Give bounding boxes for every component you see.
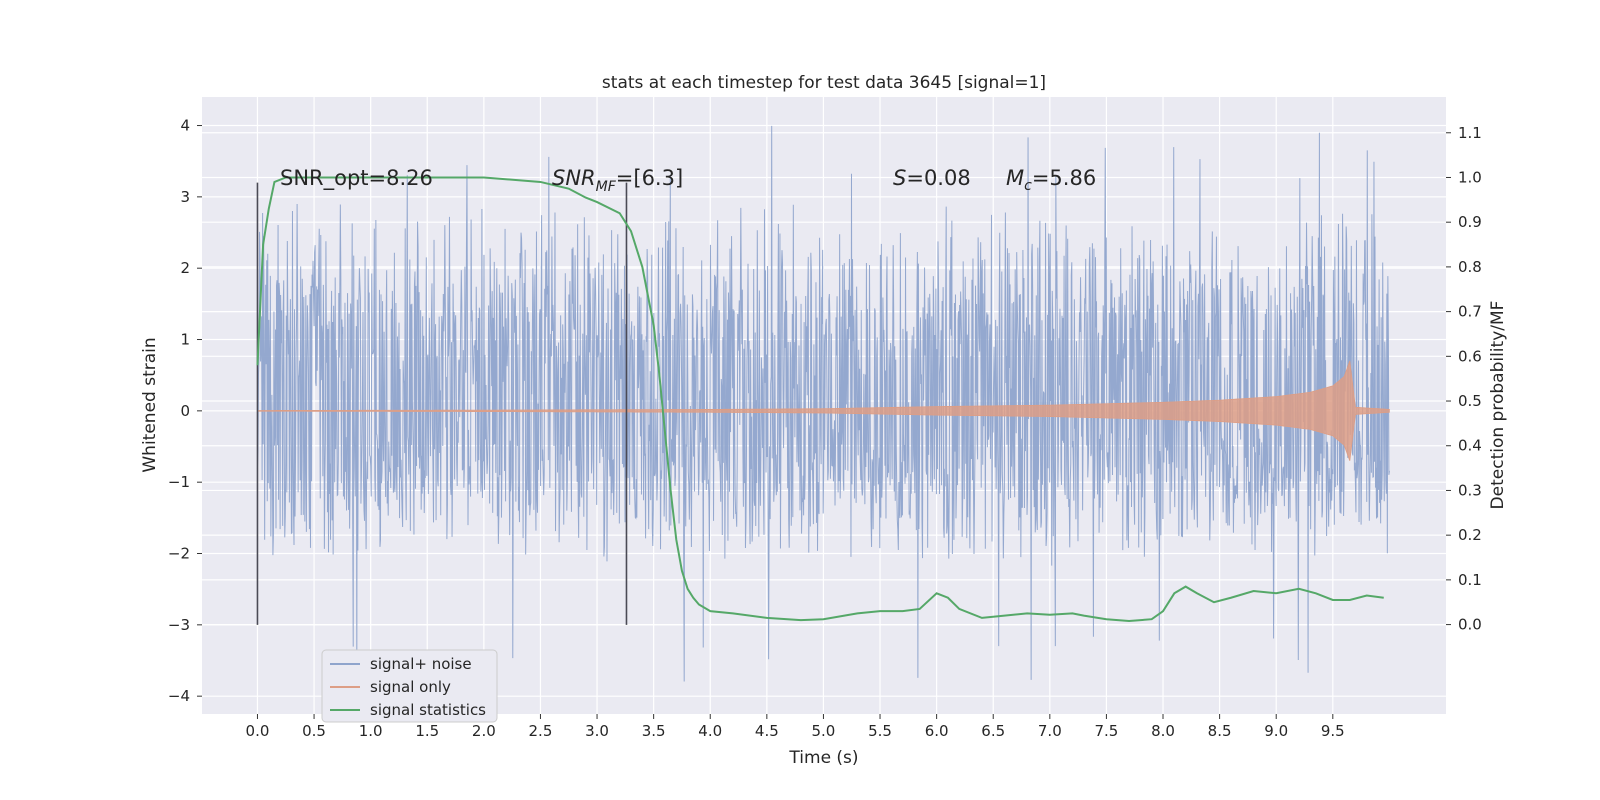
snr-opt-annotation: SNR_opt=8.26: [280, 166, 433, 191]
snr-mf-sub: MF: [596, 179, 617, 195]
x-tick-label: 1.5: [415, 722, 439, 740]
x-tick-label: 4.5: [755, 722, 779, 740]
y-left-tick-label: −3: [168, 616, 190, 634]
s-rest: =0.08: [906, 166, 970, 190]
s-main: S: [893, 166, 906, 190]
y-left-tick-label: 1: [180, 331, 190, 349]
x-tick-label: 6.5: [981, 722, 1005, 740]
snr-mf-rest: =[6.3]: [616, 166, 683, 190]
chart-title: stats at each timestep for test data 364…: [602, 73, 1046, 93]
x-tick-label: 3.0: [585, 722, 609, 740]
legend: signal+ noise signal only signal statist…: [321, 649, 498, 723]
right-y-axis-label: Detection probability/MF: [1488, 301, 1508, 510]
y-right-tick-label: 0.3: [1458, 481, 1482, 499]
mc-main: M: [1006, 166, 1024, 190]
legend-label-signal-noise: signal+ noise: [370, 655, 472, 673]
x-tick-label: 7.0: [1038, 722, 1062, 740]
signal-noise-series: [256, 125, 1390, 682]
x-tick-label: 7.5: [1094, 722, 1118, 740]
y-right-tick-label: 0.1: [1458, 571, 1482, 589]
y-right-tick-label: 0.2: [1458, 526, 1482, 544]
x-axis-ticks: 0.0 0.5 1.0 1.5 2.0 2.5 3.0 3.5 4.0 4.5 5.0 5.5 6.0 6…: [246, 714, 1345, 740]
y-right-tick-label: 0.6: [1458, 347, 1482, 365]
y-right-tick-label: 0.7: [1458, 303, 1482, 321]
mc-sub: c: [1024, 178, 1032, 194]
snr-mf-annotation: SNRMF=[6.3]: [552, 166, 683, 195]
y-left-tick-label: 3: [180, 188, 190, 206]
legend-box: [321, 649, 498, 723]
snr-mf-main: SNR: [552, 166, 596, 190]
legend-label-signal-statistics: signal statistics: [370, 701, 486, 719]
x-tick-label: 3.5: [642, 722, 666, 740]
y-right-tick-label: 0.0: [1458, 616, 1482, 634]
y-right-tick-label: 0.5: [1458, 392, 1482, 410]
y-right-tick-label: 1.0: [1458, 168, 1482, 186]
y-right-tick-label: 0.9: [1458, 213, 1482, 231]
y-left-tick-label: 2: [180, 259, 190, 277]
left-y-axis-label: Whitened strain: [140, 337, 160, 472]
x-tick-label: 5.5: [868, 722, 892, 740]
x-tick-label: 8.5: [1208, 722, 1232, 740]
x-tick-label: 9.0: [1264, 722, 1288, 740]
left-y-axis-ticks: 4 3 2 1 0 −1 −2 −3 −4: [168, 117, 202, 705]
x-tick-label: 1.0: [359, 722, 383, 740]
mc-annotation: Mc=5.86: [1006, 166, 1096, 194]
right-y-axis-ticks: 1.1 1.0 0.9 0.8 0.7 0.6 0.5 0.4 0.3 0.2 0.1 0.0: [1446, 124, 1482, 634]
s-annotation: S=0.08: [893, 166, 971, 190]
y-right-tick-label: 0.4: [1458, 437, 1482, 455]
y-right-tick-label: 1.1: [1458, 124, 1482, 142]
signal-statistics-line: [256, 176, 1384, 623]
signal-only-series: [257, 360, 1390, 461]
signal-noise-line: [256, 125, 1390, 682]
y-left-tick-label: −4: [168, 687, 190, 705]
legend-label-signal-only: signal only: [370, 678, 451, 696]
y-left-tick-label: 4: [180, 117, 190, 135]
x-tick-label: 0.5: [302, 722, 326, 740]
x-tick-label: 6.0: [925, 722, 949, 740]
y-right-tick-label: 0.8: [1458, 258, 1482, 276]
vertical-markers: [256, 182, 628, 625]
x-tick-label: 0.0: [246, 722, 270, 740]
x-tick-label: 2.0: [472, 722, 496, 740]
signal-statistics-series: [256, 176, 1384, 623]
y-left-tick-label: 0: [180, 402, 190, 420]
x-tick-label: 5.0: [812, 722, 836, 740]
x-tick-label: 2.5: [529, 722, 553, 740]
x-axis-label: Time (s): [788, 748, 858, 768]
mc-rest: =5.86: [1032, 166, 1096, 190]
y-left-tick-label: −2: [168, 545, 190, 563]
x-tick-label: 9.5: [1321, 722, 1345, 740]
x-tick-label: 8.0: [1151, 722, 1175, 740]
signal-only-area: [257, 360, 1390, 461]
y-left-tick-label: −1: [168, 473, 190, 491]
x-tick-label: 4.0: [698, 722, 722, 740]
